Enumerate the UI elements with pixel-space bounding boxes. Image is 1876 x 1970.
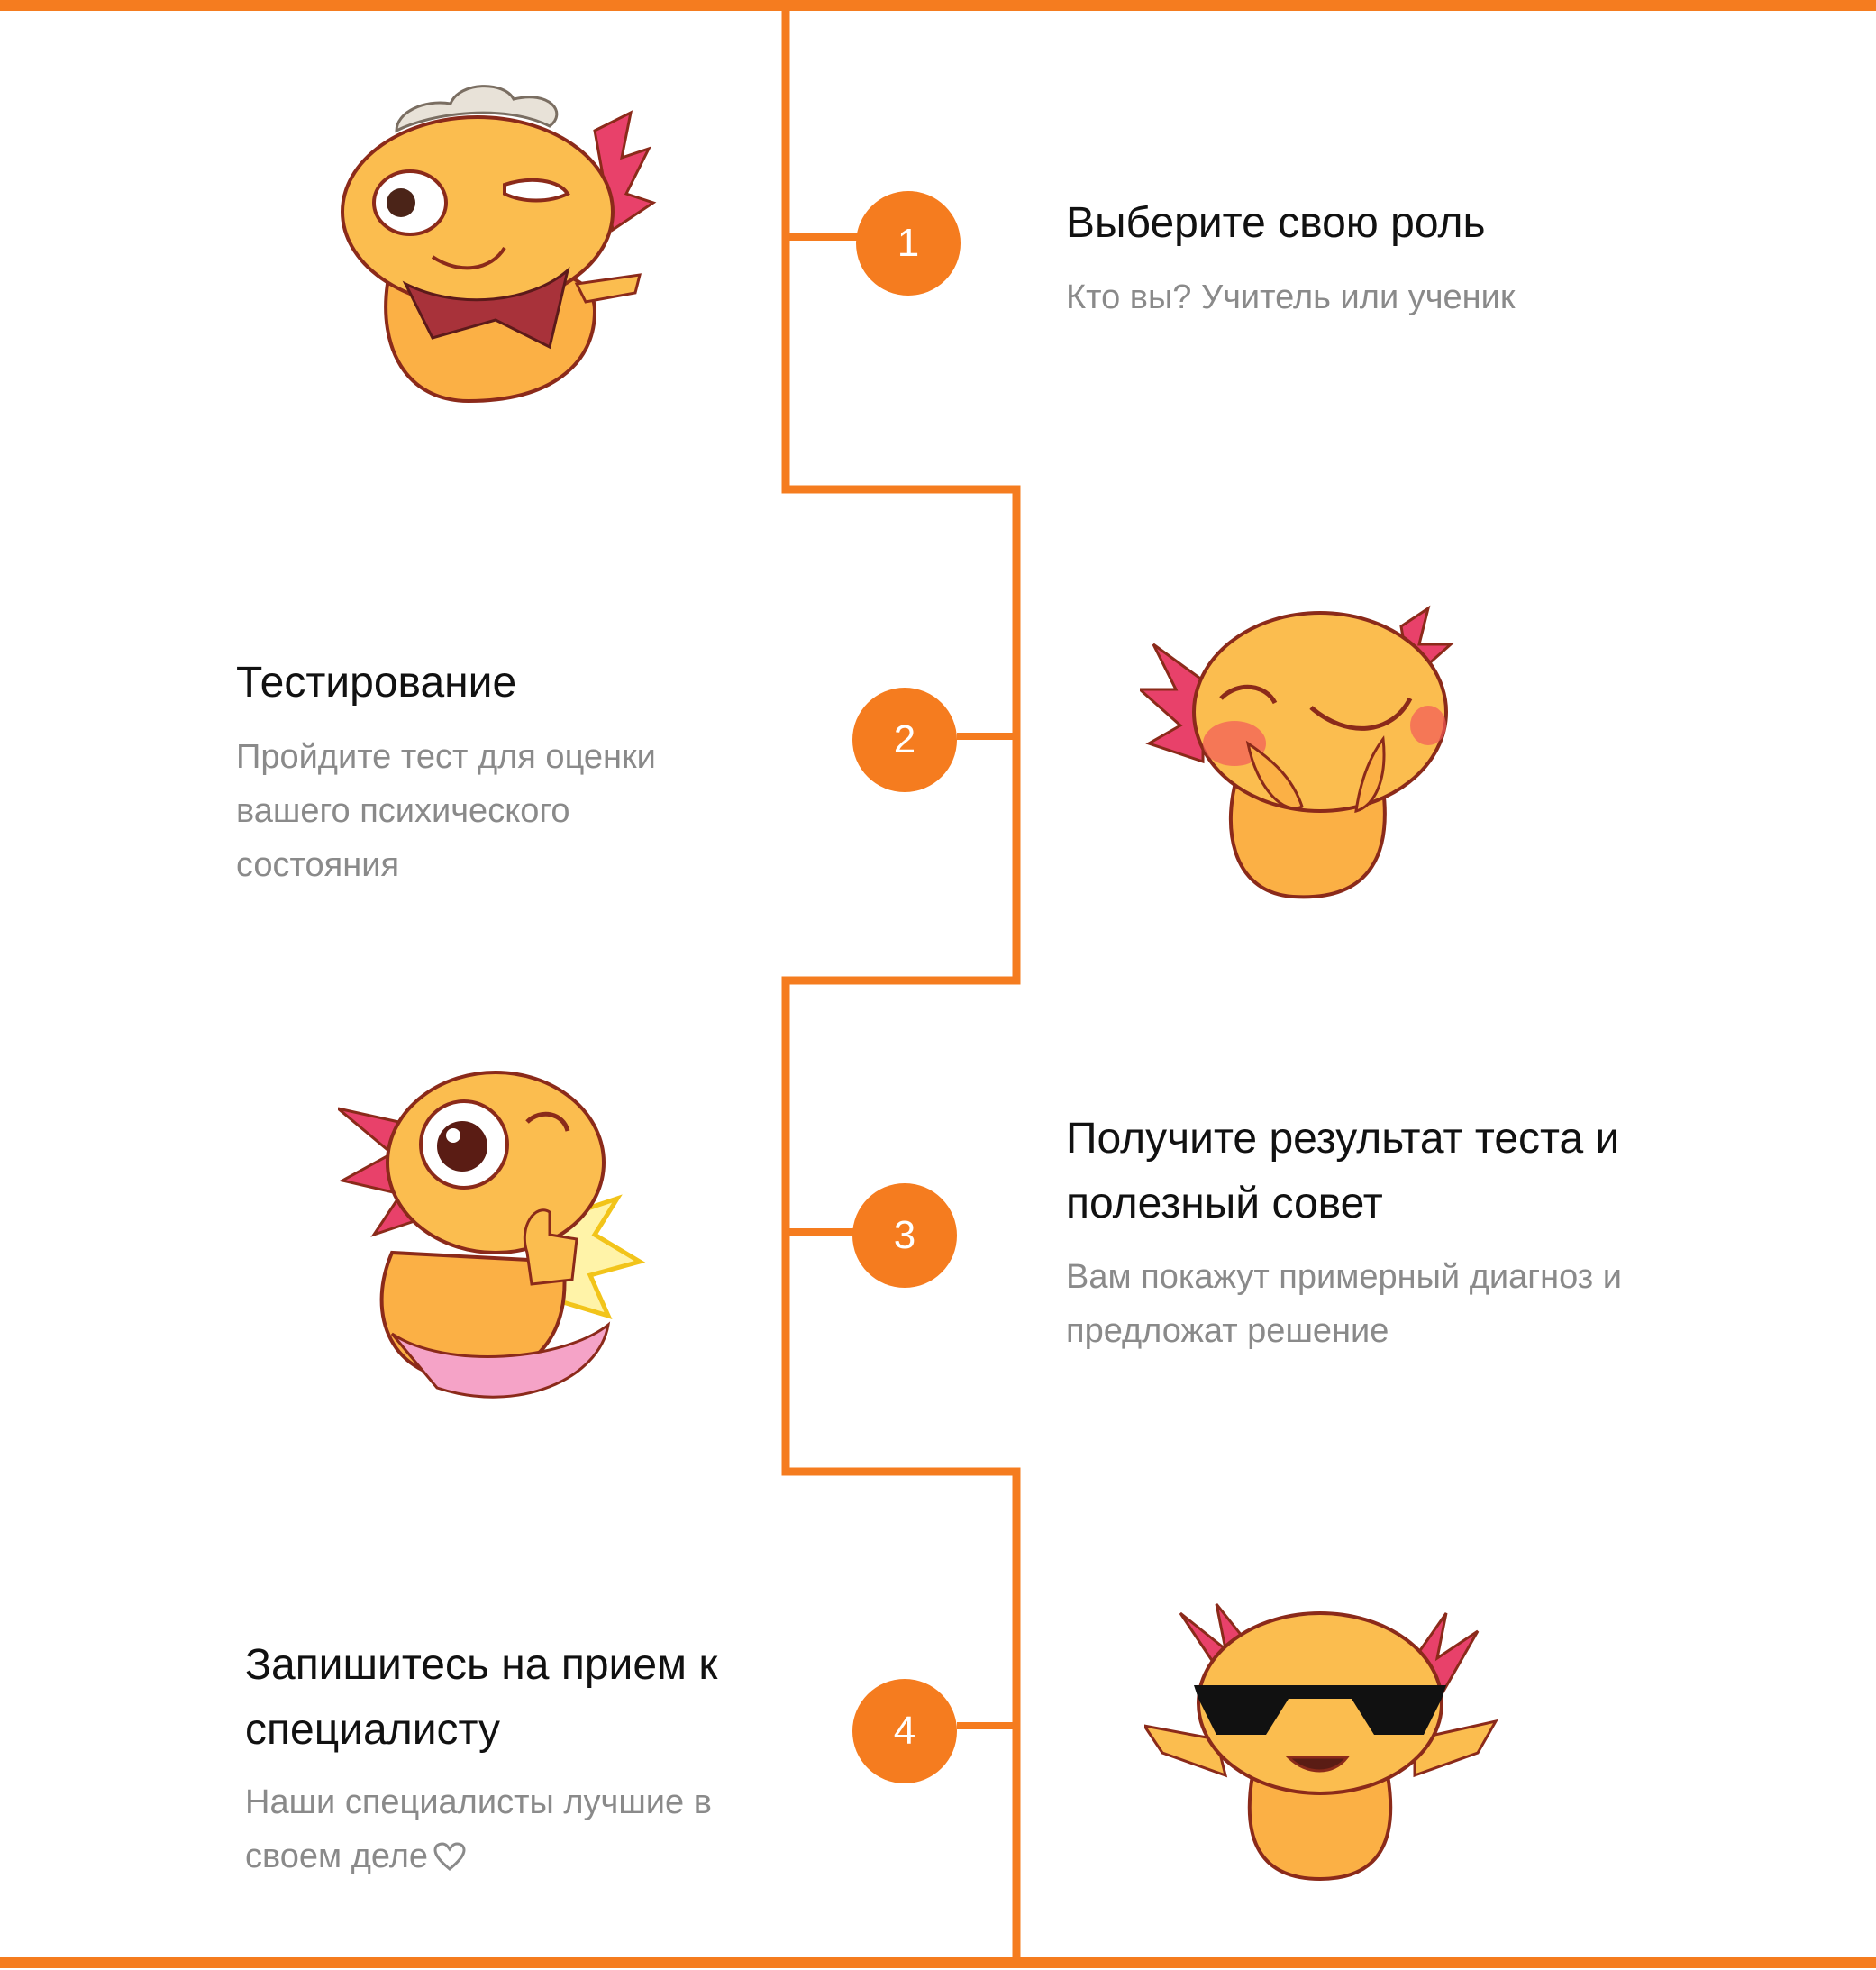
step-description-4: Наши специалисты лучшие в своем деле — [245, 1775, 786, 1883]
step-description-2: Пройдите тест для оценки вашего психичес… — [236, 738, 656, 884]
step-number-label: 4 — [893, 1709, 916, 1753]
bottom-border — [0, 1957, 1876, 1968]
axolotl-thumbs-up-sticker — [338, 1071, 646, 1399]
step-title-1: Выберите свою роль — [1066, 199, 1486, 247]
step-title-2: Тестирование — [236, 659, 517, 707]
step-number-label: 1 — [897, 221, 920, 265]
step-number-2: 2 — [852, 688, 957, 792]
heart-icon — [433, 1842, 466, 1871]
axolotl-blushing-sticker — [1140, 605, 1454, 899]
top-border — [0, 0, 1876, 11]
step-number-label: 2 — [893, 717, 916, 762]
step-number-label: 3 — [893, 1213, 916, 1257]
axolotl-cowboy-sticker — [341, 85, 657, 404]
step-description-3: Вам покажут примерный диагноз и предложа… — [1066, 1258, 1622, 1350]
step-title-4: Запишитесь на прием к специалисту — [245, 1641, 718, 1754]
step-description-4-text: Наши специалисты лучшие в своем деле — [245, 1783, 712, 1875]
step-description-1: Кто вы? Учитель или ученик — [1066, 278, 1516, 316]
step-number-4: 4 — [852, 1679, 957, 1783]
axolotl-sunglasses-sticker — [1144, 1603, 1498, 1882]
step-title-3: Получите результат теста и полезный сове… — [1066, 1115, 1620, 1227]
step-number-1: 1 — [856, 191, 961, 296]
step-number-3: 3 — [852, 1183, 957, 1288]
